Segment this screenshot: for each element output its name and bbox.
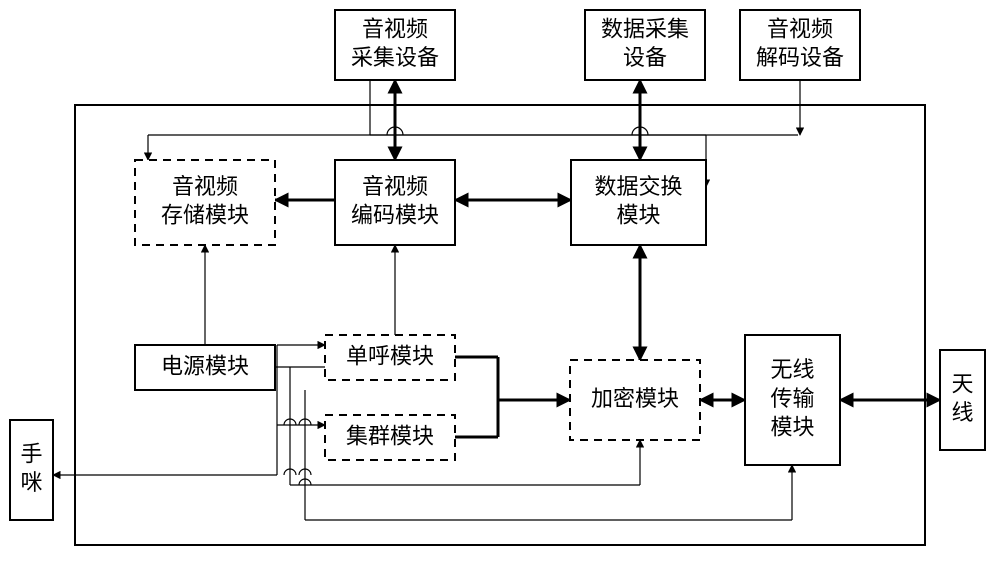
node-label: 咪 xyxy=(20,470,42,495)
node-power: 电源模块 xyxy=(135,345,275,390)
node-label: 模块 xyxy=(770,414,814,439)
node-label: 天 xyxy=(951,372,973,397)
node-av_decode_dev: 音视频解码设备 xyxy=(740,10,860,80)
node-av_capture_dev: 音视频采集设备 xyxy=(335,10,455,80)
node-data_capture_dev: 数据采集设备 xyxy=(585,10,705,80)
node-label: 加密模块 xyxy=(591,386,679,411)
node-label: 音视频 xyxy=(362,17,428,42)
node-label: 设备 xyxy=(623,45,667,70)
block-diagram: 音视频采集设备数据采集设备音视频解码设备音视频存储模块音视频编码模块数据交换模块… xyxy=(0,0,1000,583)
node-handmic: 手咪 xyxy=(10,420,53,520)
node-label: 音视频 xyxy=(767,17,833,42)
node-antenna: 天线 xyxy=(940,350,985,450)
node-label: 无线 xyxy=(770,357,814,382)
node-label: 单呼模块 xyxy=(346,343,434,368)
node-encrypt: 加密模块 xyxy=(570,360,700,440)
node-single_call: 单呼模块 xyxy=(325,335,455,380)
node-cluster: 集群模块 xyxy=(325,415,455,460)
node-label: 编码模块 xyxy=(351,203,439,228)
node-label: 音视频 xyxy=(172,174,238,199)
node-label: 手 xyxy=(20,442,42,467)
node-label: 模块 xyxy=(616,203,660,228)
node-label: 存储模块 xyxy=(161,203,249,228)
node-label: 数据交换 xyxy=(594,174,682,199)
node-label: 数据采集 xyxy=(601,17,689,42)
node-label: 线 xyxy=(951,400,973,425)
node-data_exchange: 数据交换模块 xyxy=(571,160,706,245)
node-label: 传输 xyxy=(770,386,814,411)
node-label: 集群模块 xyxy=(346,423,434,448)
node-label: 音视频 xyxy=(362,174,428,199)
node-label: 解码设备 xyxy=(756,45,844,70)
node-av_storage: 音视频存储模块 xyxy=(135,160,275,245)
node-av_encode: 音视频编码模块 xyxy=(335,160,455,245)
node-label: 采集设备 xyxy=(351,45,439,70)
node-label: 电源模块 xyxy=(161,353,249,378)
node-wireless: 无线传输模块 xyxy=(745,335,840,465)
